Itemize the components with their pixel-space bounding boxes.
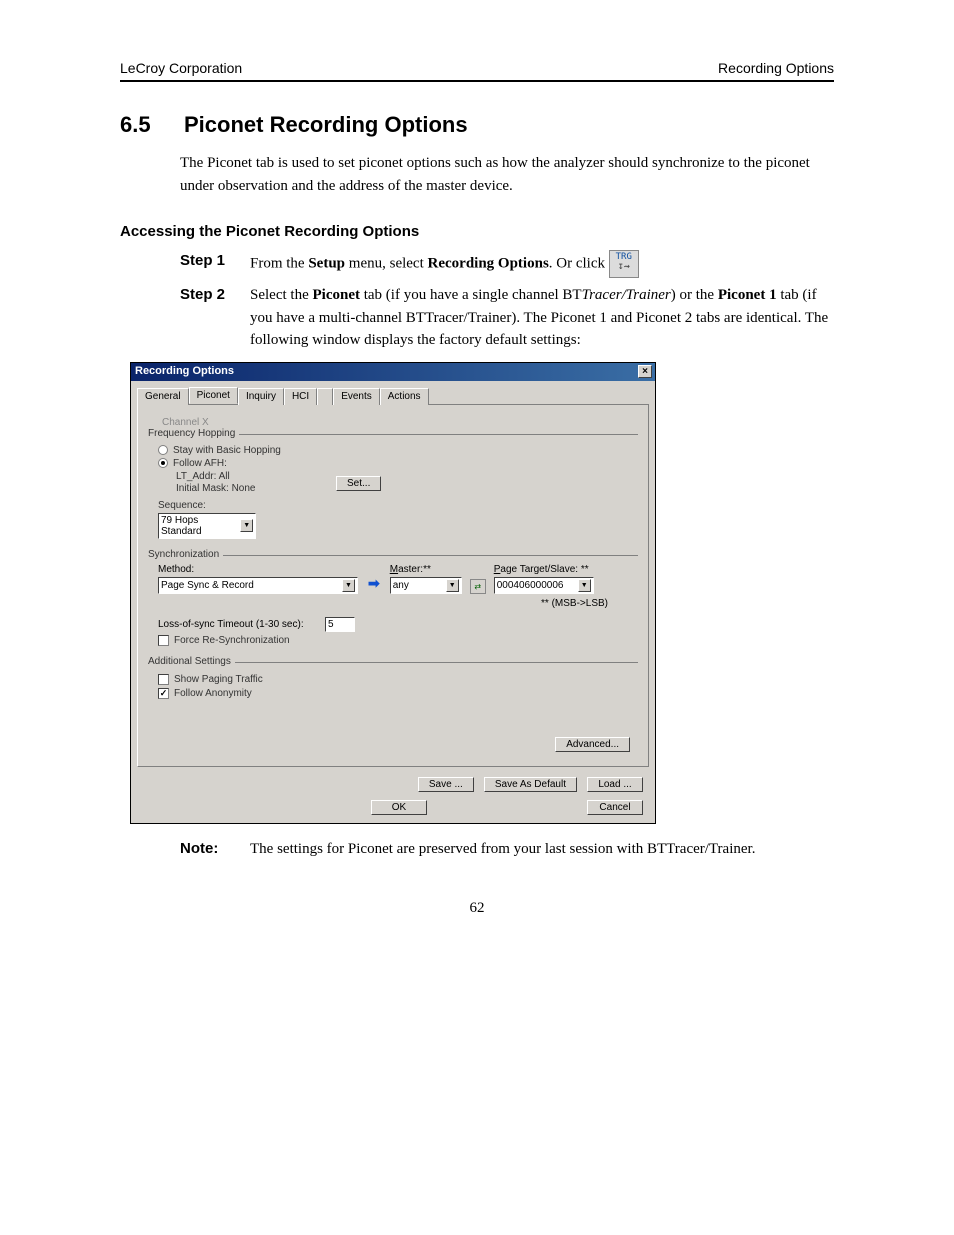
chk-show-paging[interactable]: Show Paging Traffic [158, 674, 638, 685]
msb-note: ** (MSB->LSB) [148, 598, 638, 609]
close-icon[interactable]: × [638, 365, 652, 378]
titlebar: Recording Options × [131, 363, 655, 381]
recording-options-dialog: Recording Options × General Piconet Inqu… [130, 362, 656, 824]
radio-follow-dot [158, 458, 168, 468]
method-label: Method: [158, 564, 358, 575]
chk-force-resync[interactable]: Force Re-Synchronization [158, 635, 638, 646]
chevron-down-icon: ▼ [446, 579, 459, 592]
tab-events[interactable]: Events [333, 388, 380, 405]
sequence-label: Sequence: [158, 500, 638, 511]
step-2: Step 2 Select the Piconet tab (if you ha… [180, 284, 834, 352]
chevron-down-icon: ▼ [578, 579, 591, 592]
swap-icon[interactable]: ⇄ [470, 579, 486, 594]
arrow-right-icon: ➡ [366, 575, 382, 594]
section-number: 6.5 [120, 112, 180, 138]
additional-group: Additional Settings Show Paging Traffic … [148, 662, 638, 699]
note: Note: The settings for Piconet are prese… [180, 838, 834, 861]
tabstrip: General Piconet Inquiry HCI Events Actio… [137, 387, 649, 405]
timeout-input[interactable]: 5 [325, 617, 355, 632]
checkbox-icon [158, 674, 169, 685]
freq-legend: Frequency Hopping [148, 428, 239, 439]
load-button[interactable]: Load ... [587, 777, 643, 792]
save-button[interactable]: Save ... [418, 777, 474, 792]
slave-label: Page Target/Slave: ** [494, 564, 594, 575]
afh-info: LT_Addr: All Initial Mask: None [176, 471, 336, 496]
tab-blank[interactable] [317, 388, 333, 405]
step-1: Step 1 From the Setup menu, select Recor… [180, 250, 834, 278]
step-2-label: Step 2 [180, 284, 250, 352]
page-number: 62 [120, 900, 834, 917]
additional-legend: Additional Settings [148, 656, 235, 667]
master-label: Master:** [390, 564, 462, 575]
step-1-body: From the Setup menu, select Recording Op… [250, 250, 834, 278]
dialog-title: Recording Options [135, 365, 234, 377]
sync-group: Synchronization Method: Page Sync & Reco… [148, 555, 638, 646]
tab-actions[interactable]: Actions [380, 388, 429, 405]
radio-stay[interactable]: Stay with Basic Hopping [158, 445, 638, 456]
master-combo[interactable]: any ▼ [390, 577, 462, 594]
set-button[interactable]: Set... [336, 476, 381, 491]
dialog-screenshot: Recording Options × General Piconet Inqu… [130, 362, 834, 824]
freq-group: Frequency Hopping Stay with Basic Hoppin… [148, 434, 638, 539]
checkbox-icon: ✓ [158, 688, 169, 699]
tab-hci[interactable]: HCI [284, 388, 317, 405]
header-rule [120, 80, 834, 82]
header-left: LeCroy Corporation [120, 60, 242, 76]
radio-stay-dot [158, 445, 168, 455]
checkbox-icon [158, 635, 169, 646]
chevron-down-icon: ▼ [240, 519, 253, 532]
section-heading: 6.5 Piconet Recording Options [120, 112, 834, 138]
save-default-button[interactable]: Save As Default [484, 777, 577, 792]
trg-icon: TRG↧⇝ [609, 250, 639, 278]
channel-label: Channel X [162, 417, 638, 428]
tab-inquiry[interactable]: Inquiry [238, 388, 284, 405]
chk-follow-anon[interactable]: ✓ Follow Anonymity [158, 688, 638, 699]
section-title: Piconet Recording Options [184, 112, 468, 137]
subhead: Accessing the Piconet Recording Options [120, 223, 834, 240]
header-right: Recording Options [718, 60, 834, 76]
slave-combo[interactable]: 000406000006 ▼ [494, 577, 594, 594]
sequence-combo[interactable]: 79 Hops Standard ▼ [158, 513, 256, 539]
note-label: Note: [180, 838, 250, 861]
intro-paragraph: The Piconet tab is used to set piconet o… [180, 152, 834, 197]
step-2-body: Select the Piconet tab (if you have a si… [250, 284, 834, 352]
radio-follow[interactable]: Follow AFH: [158, 458, 638, 469]
ok-button[interactable]: OK [371, 800, 427, 815]
tab-general[interactable]: General [137, 388, 189, 405]
advanced-button[interactable]: Advanced... [555, 737, 630, 752]
chevron-down-icon: ▼ [342, 579, 355, 592]
note-text: The settings for Piconet are preserved f… [250, 838, 755, 861]
tab-body: Channel X Frequency Hopping Stay with Ba… [137, 405, 649, 767]
page-header: LeCroy Corporation Recording Options [120, 60, 834, 76]
sync-legend: Synchronization [148, 549, 223, 560]
step-1-label: Step 1 [180, 250, 250, 278]
cancel-button[interactable]: Cancel [587, 800, 643, 815]
tab-piconet[interactable]: Piconet [189, 387, 238, 404]
timeout-label: Loss-of-sync Timeout (1-30 sec): [158, 619, 313, 630]
method-combo[interactable]: Page Sync & Record ▼ [158, 577, 358, 594]
